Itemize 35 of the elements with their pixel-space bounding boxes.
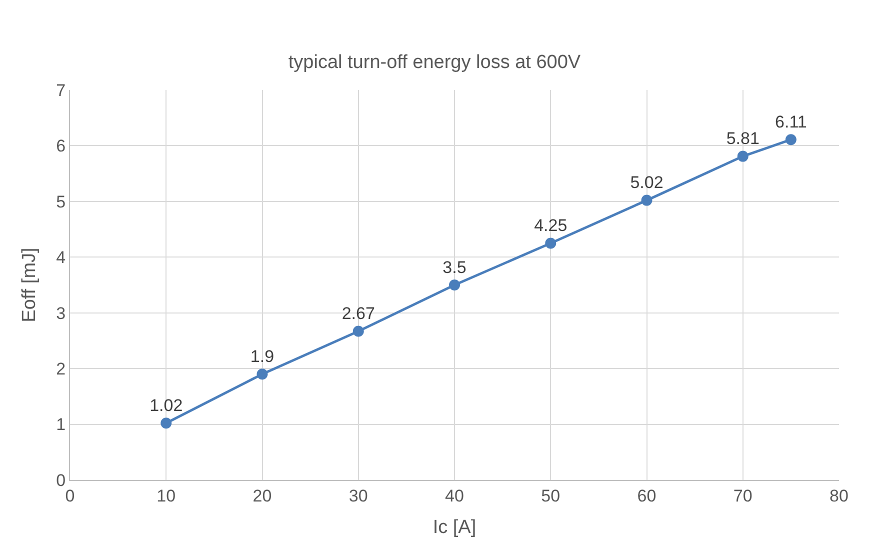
x-tick-label: 50 (541, 486, 560, 506)
data-label: 5.02 (630, 173, 664, 192)
point (449, 280, 460, 290)
x-tick-label: 30 (348, 486, 368, 506)
y-tick-label: 4 (56, 248, 66, 268)
y-tick-label: 6 (56, 136, 66, 156)
y-tick-label: 5 (56, 192, 66, 212)
x-tick-label: 80 (830, 486, 848, 506)
point (256, 368, 268, 380)
y-tick-label: 3 (56, 304, 66, 323)
point (785, 134, 796, 146)
data-label: 6.11 (775, 112, 807, 132)
data-label: 3.5 (442, 258, 466, 277)
data-label: 1.9 (250, 347, 274, 366)
point (352, 326, 364, 337)
point (160, 418, 172, 429)
data-label: 4.25 (534, 216, 568, 236)
point (641, 194, 652, 206)
y-tick-label: 2 (56, 360, 66, 379)
y-tick-label: 1 (56, 415, 66, 434)
x-axis-title: Ic [A] (432, 517, 476, 538)
y-tick-label: 7 (56, 80, 66, 100)
x-tick-label: 60 (637, 486, 656, 506)
y-tick-label: 0 (56, 470, 66, 490)
data-label: 2.67 (342, 304, 375, 324)
x-tick-label: 20 (252, 486, 272, 506)
x-tick-label: 70 (733, 486, 752, 506)
data-label: 5.81 (726, 129, 760, 148)
chart-title: typical turn-off energy loss at 600V (288, 52, 581, 73)
x-tick-label: 40 (445, 486, 464, 506)
y-axis-title: Eoff [mJ] (18, 248, 40, 322)
point (737, 150, 748, 162)
data-label: 1.02 (150, 396, 183, 416)
point (545, 238, 556, 249)
x-tick-label: 10 (156, 486, 176, 506)
